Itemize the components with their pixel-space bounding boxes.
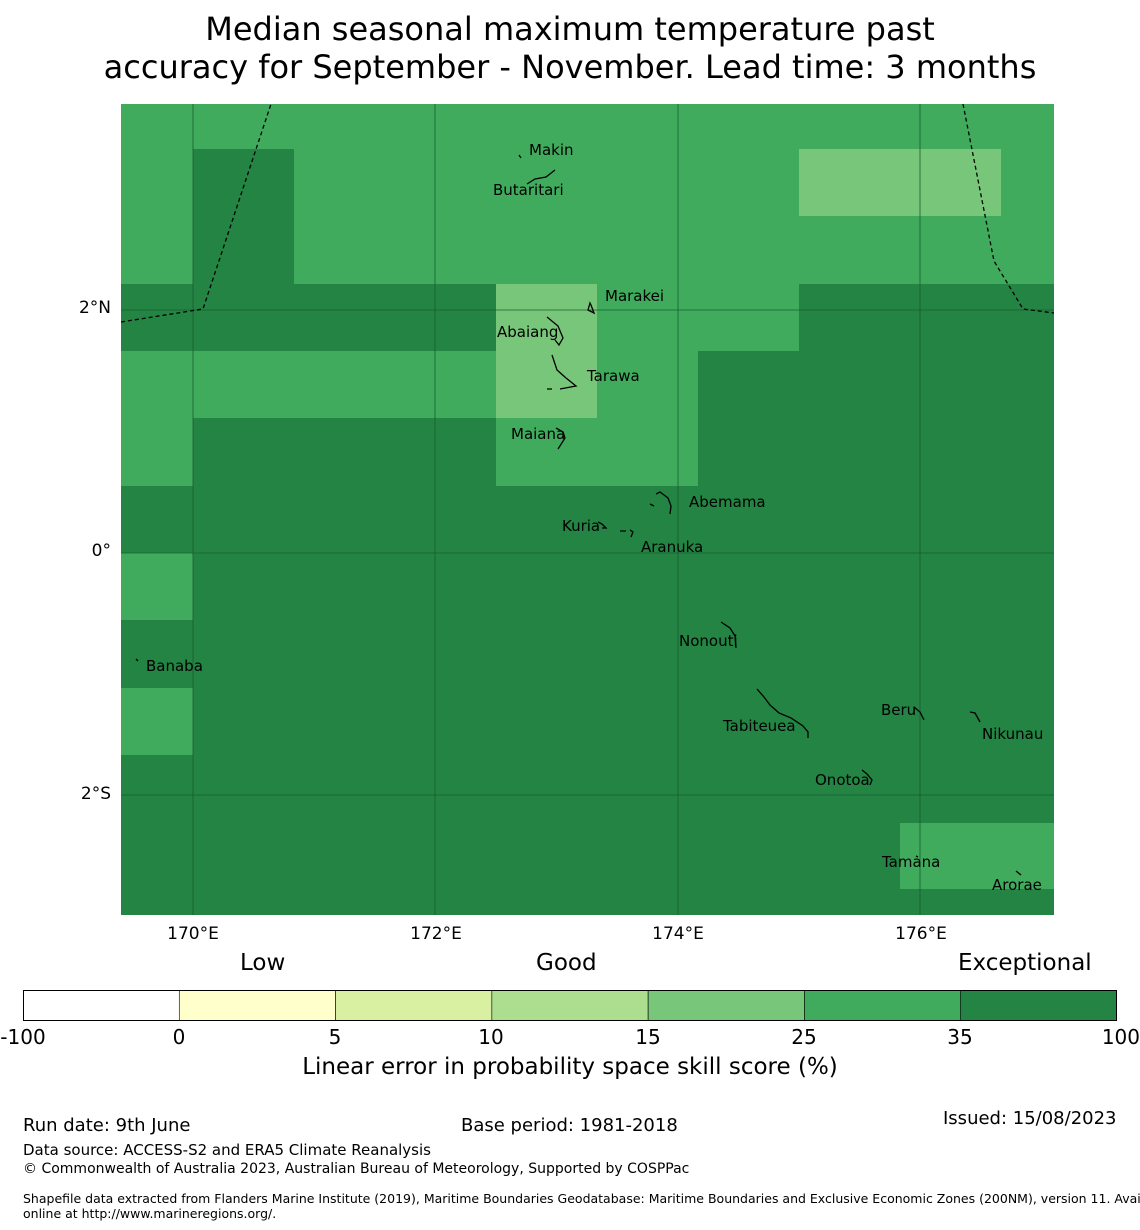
- legend-category-exceptional: Exceptional: [958, 950, 1092, 976]
- place-label-nikunau: Nikunau: [982, 725, 1043, 743]
- place-label-abaiang: Abaiang: [497, 323, 558, 341]
- island-butaritari-outline: [526, 169, 556, 185]
- island-tabiteuea-outline: [756, 688, 809, 738]
- island-aranuka-outline: [620, 529, 634, 538]
- island-arorae-outline: [1015, 870, 1022, 876]
- map-gridlines: [121, 104, 1054, 915]
- shapefile-credit-line-2: online at http://www.marineregions.org/.: [23, 1206, 277, 1221]
- skill-cell: [121, 688, 193, 755]
- place-label-onotoa: Onotoa: [815, 771, 870, 789]
- colorbar-tick-0: 0: [172, 1025, 186, 1049]
- place-label-tamana: Tamana: [881, 853, 940, 871]
- colorbar-segment: [804, 990, 962, 1021]
- skill-cell: [294, 284, 395, 351]
- y-axis-label-2n: 2°N: [78, 298, 111, 318]
- base-period: Base period: 1981-2018: [461, 1115, 678, 1136]
- place-label-nonouti: Nonouti: [679, 632, 738, 650]
- skill-map: Makin Butaritari Marakei Abaiang Tarawa …: [121, 104, 1054, 915]
- colorbar-segment: [23, 990, 180, 1021]
- eez-boundaries: [121, 104, 1054, 323]
- skill-cell: [121, 351, 193, 486]
- island-outlines: [135, 154, 1022, 876]
- chart-title: Median seasonal maximum temperature past…: [0, 10, 1140, 86]
- legend-category-low: Low: [240, 950, 286, 976]
- x-axis-label-174e: 174°E: [652, 924, 704, 944]
- colorbar: [23, 990, 1117, 1021]
- place-label-makin: Makin: [529, 141, 574, 159]
- eez-boundary-west: [121, 104, 272, 323]
- skill-cell: [496, 284, 597, 418]
- colorbar-label: Linear error in probability space skill …: [302, 1054, 838, 1080]
- colorbar-segment: [647, 990, 805, 1021]
- title-line-1: Median seasonal maximum temperature past: [205, 10, 935, 48]
- eez-boundary-east: [962, 104, 1054, 314]
- island-nikunau-outline: [969, 711, 981, 723]
- colorbar-tick-15: 15: [635, 1025, 661, 1049]
- data-source: Data source: ACCESS-S2 and ERA5 Climate …: [23, 1141, 431, 1159]
- issued-date: Issued: 15/08/2023: [943, 1108, 1117, 1129]
- skill-cell: [799, 149, 1001, 216]
- place-label-aranuka: Aranuka: [641, 538, 703, 556]
- skill-cell: [121, 351, 698, 418]
- island-abaiang-outline: [546, 316, 564, 347]
- colorbar-tick-35: 35: [947, 1025, 973, 1049]
- island-abemama-outline: [649, 491, 672, 515]
- island-makin-outline: [518, 154, 522, 159]
- place-label-arorae: Arorae: [992, 876, 1042, 894]
- colorbar-tick-5: 5: [328, 1025, 342, 1049]
- place-label-beru: Beru: [881, 701, 916, 719]
- place-label-tabiteuea: Tabiteuea: [722, 717, 796, 735]
- x-axis-label-176e: 176°E: [895, 924, 947, 944]
- colorbar-segment: [960, 990, 1117, 1021]
- colorbar-segment: [178, 990, 336, 1021]
- run-date: Run date: 9th June: [23, 1115, 191, 1136]
- title-line-2: accuracy for September - November. Lead …: [103, 48, 1037, 86]
- y-axis-label-0: 0°: [91, 541, 111, 561]
- island-nonouti-outline: [720, 621, 737, 649]
- island-marakei-outline: [587, 301, 596, 315]
- island-tamana-outline: [915, 855, 919, 858]
- skill-cell: [121, 553, 193, 620]
- place-label-abemama: Abemama: [689, 493, 766, 511]
- place-label-maiana: Maiana: [511, 425, 565, 443]
- place-label-banaba: Banaba: [146, 657, 203, 675]
- y-axis-label-2s: 2°S: [80, 784, 111, 804]
- x-axis-label-170e: 170°E: [167, 924, 219, 944]
- skill-cell: [121, 104, 193, 217]
- colorbar-tick-10: 10: [478, 1025, 504, 1049]
- island-onotoa-outline: [861, 769, 873, 786]
- copyright: © Commonwealth of Australia 2023, Austra…: [23, 1161, 690, 1177]
- legend-category-good: Good: [536, 950, 597, 976]
- island-tarawa-outline: [547, 354, 578, 390]
- place-label-butaritari: Butaritari: [493, 181, 564, 199]
- colorbar-tick-100: 100: [1101, 1025, 1140, 1049]
- island-banaba-outline: [135, 658, 139, 662]
- island-maiana-outline: [555, 427, 566, 450]
- island-beru-outline: [913, 706, 925, 721]
- island-kuria-outline: [597, 521, 608, 529]
- place-label-tarawa: Tarawa: [586, 367, 640, 385]
- colorbar-segment: [335, 990, 493, 1021]
- colorbar-tick-minus100: -100: [0, 1025, 46, 1049]
- colorbar-segment: [491, 990, 649, 1021]
- skill-cell: [900, 823, 1054, 889]
- place-label-marakei: Marakei: [605, 287, 664, 305]
- skill-cell: [496, 418, 698, 486]
- skill-cell: [193, 149, 294, 284]
- shapefile-credit-line-1: Shapefile data extracted from Flanders M…: [23, 1191, 1140, 1206]
- x-axis-label-172e: 172°E: [410, 924, 462, 944]
- colorbar-tick-25: 25: [791, 1025, 817, 1049]
- place-label-kuria: Kuria: [562, 517, 600, 535]
